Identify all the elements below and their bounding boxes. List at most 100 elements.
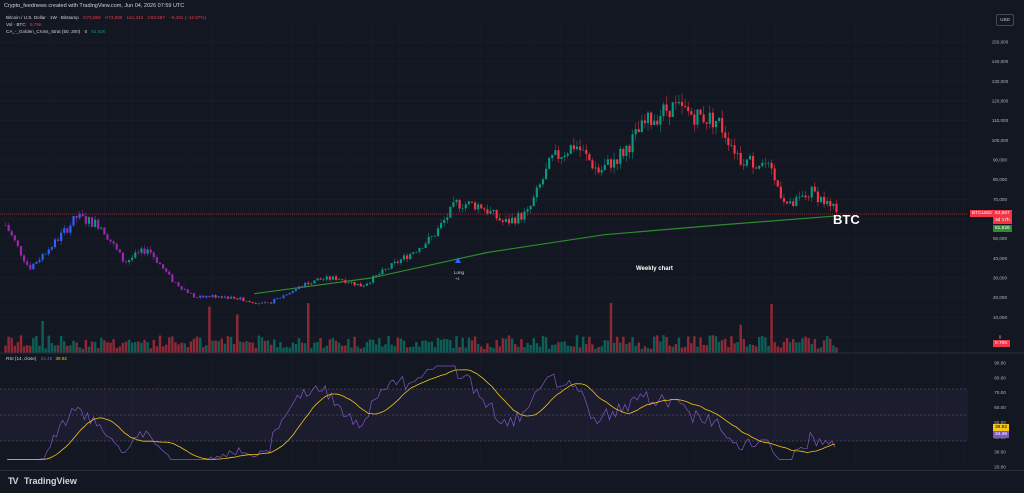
volume-bar xyxy=(711,335,715,353)
legend-close: C63,587 xyxy=(147,15,165,20)
price-axis[interactable]: 150,000 140,000 130,000 120,000 110,000 100,0… xyxy=(992,40,1009,340)
volume-bar xyxy=(189,341,193,353)
candle-body xyxy=(504,219,508,222)
candle-body xyxy=(696,109,699,125)
volume-bar xyxy=(143,339,146,353)
volume-bar xyxy=(606,340,610,353)
price-tick-label: 140,000 xyxy=(992,59,1009,64)
candle-body xyxy=(267,302,270,304)
candle-body xyxy=(38,259,41,263)
candle-body xyxy=(585,149,588,155)
candle-body xyxy=(835,203,838,212)
volume-bar xyxy=(396,337,400,353)
rsi-tick-label: 30.00 xyxy=(994,450,1006,455)
candle-body xyxy=(257,303,260,305)
candle-body xyxy=(177,282,180,287)
candle-body xyxy=(572,145,575,150)
volume-bar xyxy=(152,339,156,353)
volume-bar xyxy=(751,345,755,353)
legend-high: H73,586 xyxy=(104,15,123,20)
legend-strategy-row[interactable]: CA_-_Golden_Cross_Strat (50, 200) 0 61,6… xyxy=(6,28,206,35)
volume-bar xyxy=(239,341,242,353)
legend-symbol: Bitcoin / U.S. Dollar · 1W · Bitstamp xyxy=(6,15,79,20)
candle-body xyxy=(566,153,569,156)
candle-body xyxy=(628,145,631,153)
candle-body xyxy=(548,157,551,169)
candle-body xyxy=(730,145,733,146)
volume-bar xyxy=(137,341,140,353)
tradingview-logo[interactable]: TV TradingView xyxy=(8,476,77,486)
volume-bar xyxy=(813,338,817,353)
volume-bar xyxy=(127,339,131,353)
candle-body xyxy=(578,146,582,151)
volume-bar xyxy=(563,341,566,353)
candle-body xyxy=(483,208,486,210)
candle-body xyxy=(334,276,338,280)
currency-button[interactable]: USD xyxy=(996,14,1014,26)
candle-body xyxy=(248,300,251,302)
volume-bar xyxy=(405,347,409,353)
candle-body xyxy=(662,104,665,117)
legend-symbol-row[interactable]: Bitcoin / U.S. Dollar · 1W · Bitstamp O7… xyxy=(6,14,206,21)
volume-bar xyxy=(340,345,344,353)
volume-bar xyxy=(551,344,554,353)
volume-bar xyxy=(353,336,356,353)
long-signal[interactable]: Long +1 xyxy=(454,257,465,281)
grid xyxy=(0,24,991,467)
volume-bar xyxy=(362,347,366,353)
candle-body xyxy=(66,228,69,233)
rsi-tick-label: 50.00 xyxy=(994,420,1006,425)
volume-bar xyxy=(705,345,708,353)
candle-body xyxy=(455,199,458,203)
volume-bar xyxy=(535,343,539,353)
candle-body xyxy=(211,295,214,298)
volume-bar xyxy=(359,348,363,353)
legend-volume-row[interactable]: Vol · BTC 9.76K xyxy=(6,21,206,28)
volume-bar xyxy=(520,339,523,353)
candle-body xyxy=(739,152,742,165)
legend-strategy-value: 61,626 xyxy=(91,29,106,34)
price-tick-label: 10,000 xyxy=(993,315,1007,320)
candle-body xyxy=(554,150,557,155)
candle-body xyxy=(758,165,761,169)
candle-body xyxy=(288,292,291,295)
volume-bar xyxy=(764,337,767,353)
candle-body xyxy=(378,274,381,276)
candle-body xyxy=(97,219,100,229)
volume-bar xyxy=(773,342,776,353)
volume-bar xyxy=(724,338,727,353)
volume-bar xyxy=(788,342,792,353)
chart-canvas[interactable]: 150,000 140,000 130,000 120,000 110,000 100,0… xyxy=(0,12,1024,470)
volume-bar xyxy=(35,336,38,353)
candle-body xyxy=(393,261,396,264)
candle-body xyxy=(742,164,745,166)
candle-body xyxy=(489,211,492,214)
volume-bar xyxy=(168,337,171,353)
candle-body xyxy=(372,275,375,283)
volume-bar xyxy=(594,348,597,353)
volume-bar xyxy=(208,306,211,353)
candle-body xyxy=(90,217,94,227)
volume-bar xyxy=(66,345,69,353)
volume-bar xyxy=(609,302,613,353)
volume-bar xyxy=(492,348,495,353)
chart-legend: Bitcoin / U.S. Dollar · 1W · Bitstamp O7… xyxy=(6,14,206,35)
candle-body xyxy=(353,281,356,286)
volume-bar xyxy=(242,342,245,353)
rsi-legend[interactable]: RSI (14, close) 34.46 39.92 xyxy=(6,356,67,361)
candle-body xyxy=(563,155,566,158)
candle-body xyxy=(560,157,563,159)
candle-body xyxy=(412,252,415,254)
volume-bar xyxy=(384,344,387,353)
candle-body xyxy=(236,298,239,300)
candle-body xyxy=(690,111,693,115)
volume-bar xyxy=(819,347,823,353)
volume-bar xyxy=(618,342,622,353)
volume-bar xyxy=(483,348,486,353)
price-tick-label: 30,000 xyxy=(993,276,1007,281)
volume-bar xyxy=(29,345,32,353)
candle-body xyxy=(78,214,81,218)
candle-body xyxy=(226,296,230,299)
volume-bar xyxy=(134,342,137,353)
